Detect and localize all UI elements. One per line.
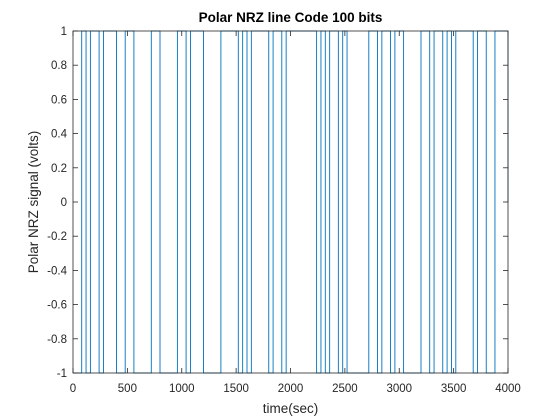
x-axis-label: time(sec) (263, 401, 319, 416)
x-tick-label: 3000 (386, 383, 412, 395)
tick-layer: 0 500 1000 1500 2000 2500 3000 3500 4000 1 0.8 0.6 0… (47, 26, 521, 395)
y-tick-label: -0.6 (47, 300, 67, 312)
chart-title: Polar NRZ line Code 100 bits (199, 10, 383, 25)
x-tick-label: 0 (70, 383, 76, 395)
y-tick-label: -0.4 (47, 265, 67, 277)
y-tick-label: -0.8 (47, 334, 67, 346)
x-tick-label: 1000 (169, 383, 195, 395)
y-tick-label: 0.2 (51, 163, 67, 175)
plot-area (73, 31, 508, 373)
y-tick-label: 0.8 (51, 60, 67, 72)
x-tick-label: 2000 (278, 383, 304, 395)
y-tick-label: 0.6 (51, 94, 67, 106)
y-axis-label: Polar NRZ signal (volts) (26, 131, 41, 274)
x-tick-label: 2500 (332, 383, 358, 395)
x-tick-label: 500 (118, 383, 137, 395)
y-tick-label: 0 (61, 197, 67, 209)
x-tick-label: 3500 (441, 383, 467, 395)
y-tick-label: 1 (61, 26, 67, 38)
y-tick-label: 0.4 (51, 129, 68, 141)
x-tick-label: 4000 (495, 383, 521, 395)
x-tick-label: 1500 (223, 383, 249, 395)
y-tick-label: -0.2 (47, 231, 67, 243)
y-tick-label: -1 (57, 368, 67, 380)
